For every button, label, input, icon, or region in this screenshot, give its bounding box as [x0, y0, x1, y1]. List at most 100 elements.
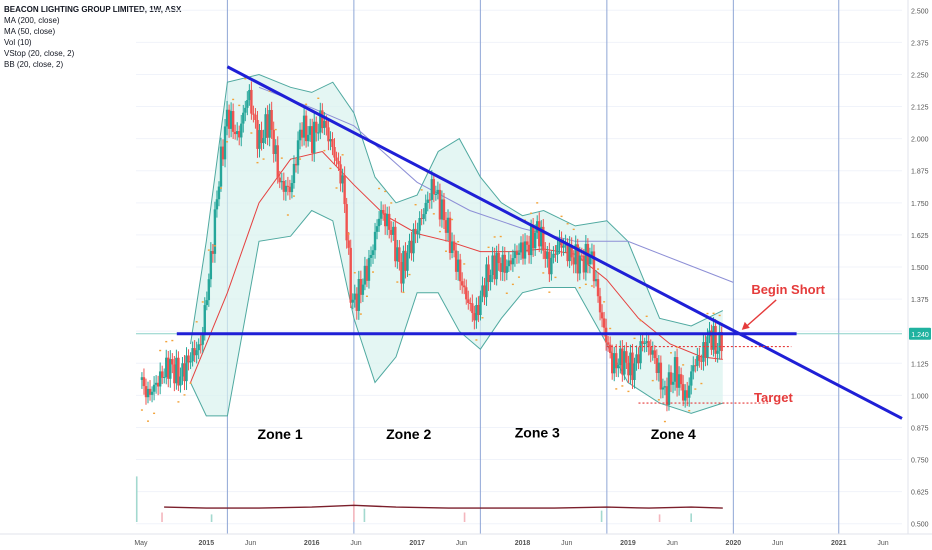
x-tick-6: Jun: [456, 540, 467, 547]
candle-body: [167, 357, 170, 379]
vstop-dot: [189, 382, 192, 384]
candle-body: [659, 362, 663, 390]
candle-body: [270, 110, 273, 130]
candle-body: [185, 355, 188, 382]
candle-body: [588, 256, 592, 265]
candle-body: [692, 365, 695, 372]
candle-body: [521, 242, 525, 259]
candle-body: [335, 157, 338, 161]
volume-bar: [353, 501, 355, 522]
candle-body: [250, 89, 253, 114]
candle-body: [365, 265, 369, 281]
candle-body: [276, 145, 279, 178]
candle-body: [306, 134, 310, 142]
candle-body: [209, 251, 213, 280]
x-tick-14: Jun: [877, 540, 888, 547]
vstop-dot: [663, 420, 666, 423]
candle-body: [637, 354, 640, 364]
candle-body: [333, 147, 336, 158]
vstop-dot: [487, 246, 490, 249]
legend-bb: BB (20, close, 2): [4, 60, 64, 69]
x-tick-0: May: [134, 540, 148, 547]
candle-body: [467, 299, 470, 304]
y-tick-13: 0.875: [911, 425, 929, 432]
vstop-dot: [323, 149, 326, 152]
vstop-dot: [147, 420, 150, 422]
candle-body: [215, 199, 219, 210]
candle-body: [420, 217, 423, 219]
candle-body: [493, 255, 496, 280]
candle-body: [505, 266, 509, 273]
candle-body: [702, 342, 705, 362]
candle-body: [181, 363, 184, 377]
candle-body: [446, 217, 450, 233]
candle-body: [552, 253, 555, 258]
y-tick-1: 2.375: [911, 40, 929, 47]
vstop-dot: [475, 339, 478, 341]
vstop-dot: [597, 268, 600, 270]
candle-body: [163, 377, 166, 379]
candle-body: [655, 358, 659, 373]
candle-body: [639, 341, 642, 364]
candle-body: [608, 344, 612, 353]
candle-body: [290, 183, 294, 193]
candle-body: [211, 251, 215, 254]
candle-body: [144, 386, 148, 398]
candle-body: [641, 341, 644, 344]
candle-body: [507, 260, 511, 267]
candle-body: [428, 199, 431, 201]
target-label: Target: [754, 390, 793, 405]
candle-body: [205, 300, 208, 306]
volume-bar: [463, 512, 466, 522]
resistance-trendline: [226, 65, 903, 420]
vstop-dot: [633, 337, 636, 340]
y-tick-7: 1.625: [911, 233, 929, 240]
candle-body: [647, 341, 650, 347]
vstop-dot: [700, 382, 703, 385]
candle-body: [556, 244, 559, 255]
candle-body: [408, 240, 411, 253]
candle-body: [375, 226, 379, 232]
candle-body: [574, 244, 577, 265]
vstop-dot: [688, 409, 691, 412]
y-tick-9: 1.375: [911, 297, 929, 304]
vstop-dot: [609, 327, 612, 330]
candle-body: [495, 252, 498, 280]
candle-body: [272, 129, 275, 155]
vstop-dot: [299, 158, 302, 160]
ma200-line: [258, 86, 734, 283]
vstop-dot: [335, 187, 338, 189]
candle-body: [363, 265, 367, 285]
candle-body: [576, 244, 579, 274]
candle-body: [383, 213, 387, 227]
y-tick-16: 0.500: [911, 522, 929, 529]
candle-body: [538, 221, 541, 247]
vstop-dot: [286, 214, 289, 216]
legend-volume: Vol (10): [4, 38, 32, 47]
candle-body: [698, 356, 701, 361]
candle-body: [621, 348, 624, 375]
candle-body: [615, 353, 618, 369]
candle-body: [308, 126, 312, 135]
candle-body: [704, 342, 707, 358]
candle-body: [572, 257, 575, 265]
candle-body: [434, 193, 438, 195]
candle-body: [515, 251, 519, 255]
candle-body: [623, 351, 626, 375]
candle-body: [304, 115, 308, 142]
candle-body: [223, 126, 227, 160]
candle-body: [284, 185, 288, 192]
candle-body: [266, 114, 269, 138]
candle-body: [525, 241, 529, 245]
candle-body: [465, 287, 468, 300]
candle-body: [663, 386, 667, 388]
candle-body: [542, 226, 545, 251]
candle-body: [386, 213, 389, 227]
vstop-dot: [615, 388, 618, 390]
vstop-dot: [639, 319, 642, 322]
candle-body: [371, 250, 375, 255]
candle-body: [173, 364, 176, 384]
vstop-dot: [451, 218, 454, 221]
candle-body: [617, 365, 620, 369]
